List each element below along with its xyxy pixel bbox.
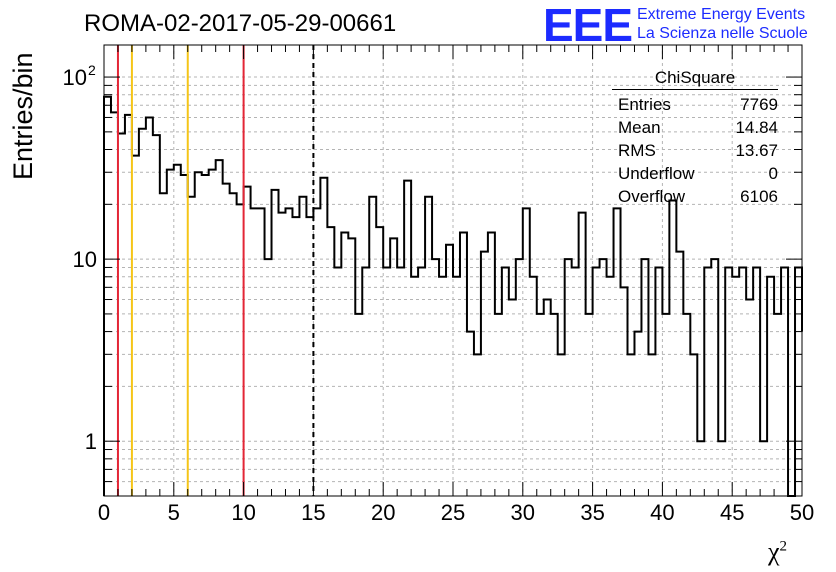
eee-logo: EEE	[543, 0, 633, 51]
x-tick-label: 20	[371, 500, 395, 525]
x-tick-label: 30	[511, 500, 535, 525]
y-tick-label: 1	[85, 429, 97, 454]
stat-row-overflow: Overflow 6106	[618, 187, 778, 206]
histogram-line	[103, 95, 803, 497]
y-tick-label-exponent: 2	[88, 62, 96, 78]
y-axis-label: Entries/bin	[8, 52, 38, 180]
x-tick-label: 35	[580, 500, 604, 525]
logo-line-1: Extreme Energy Events	[637, 6, 806, 23]
stats-box: ChiSquare Entries 7769 Mean 14.84 RMS 13.67…	[612, 68, 778, 208]
x-tick-label: 10	[231, 500, 255, 525]
stats-title: ChiSquare	[612, 68, 778, 90]
logo-line-2: La Scienza nelle Scuole	[637, 25, 808, 42]
x-axis-label: χ2	[768, 537, 788, 566]
y-tick-label: 10	[63, 65, 87, 90]
x-tick-label: 25	[441, 500, 465, 525]
stat-row-mean: Mean 14.84	[618, 118, 778, 137]
x-tick-label: 15	[301, 500, 325, 525]
stat-row-rms: RMS 13.67	[618, 141, 778, 160]
stat-row-underflow: Underflow 0	[618, 164, 778, 183]
chart-title: ROMA-02-2017-05-29-00661	[84, 10, 397, 37]
x-tick-label: 50	[790, 500, 814, 525]
y-tick-label: 10	[73, 247, 97, 272]
x-tick-label: 45	[720, 500, 744, 525]
x-tick-label: 0	[98, 500, 110, 525]
stat-row-entries: Entries 7769	[618, 95, 778, 114]
x-tick-label: 5	[168, 500, 180, 525]
x-tick-label: 40	[650, 500, 674, 525]
